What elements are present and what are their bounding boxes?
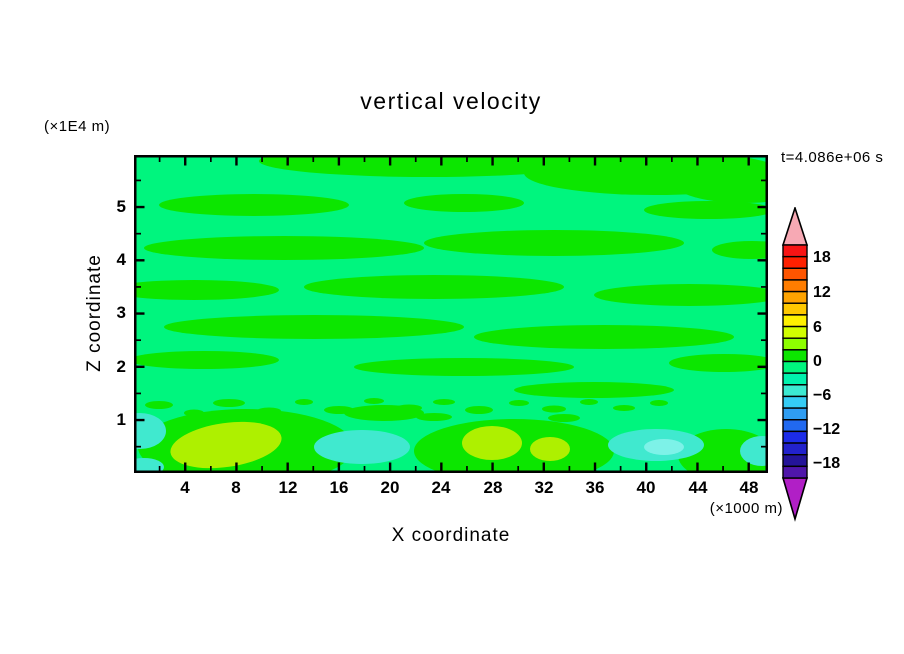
colorbar-tick-label: 12 [813, 284, 831, 301]
time-annotation: t=4.086e+06 s [781, 149, 884, 166]
colorbar-segment [782, 314, 808, 328]
colorbar-segment [782, 430, 808, 444]
x-tick-label: 8 [231, 478, 241, 497]
x-tick-label: 20 [380, 478, 400, 497]
colorbar-segment [782, 395, 808, 409]
x-tick-label: 48 [739, 478, 759, 497]
y-tick-label: 3 [116, 303, 126, 322]
colorbar-segment [782, 302, 808, 316]
x-tick-label: 44 [688, 478, 708, 497]
colorbar-segment [782, 407, 808, 421]
colorbar-segment [782, 372, 808, 386]
x-tick-label: 40 [636, 478, 656, 497]
x-tick-label: 36 [585, 478, 605, 497]
colorbar-segment [782, 360, 808, 374]
x-axis-label: X coordinate [391, 525, 511, 546]
colorbar-segment [782, 337, 808, 351]
colorbar-segment [782, 279, 808, 293]
colorbar-segment [782, 453, 808, 468]
colorbar-segment [782, 465, 808, 479]
plot-frame [134, 155, 768, 473]
y-tick-label: 4 [116, 250, 126, 269]
colorbar-segment [782, 349, 808, 363]
colorbar-segment [782, 244, 808, 258]
y-axis-unit-label: (×1E4 m) [44, 118, 111, 135]
contour-blobs-maxima [170, 421, 570, 469]
colorbar-segment [782, 290, 808, 304]
x-tick-label: 16 [329, 478, 349, 497]
speckle-band [145, 398, 668, 427]
colorbar-tick-label: 6 [813, 319, 822, 336]
x-tick-label: 4 [180, 478, 190, 497]
x-tick-label: 32 [534, 478, 554, 497]
x-tick-label: 12 [278, 478, 298, 497]
x-axis-unit-label: (×1000 m) [709, 500, 783, 517]
colorbar-tick-label: −12 [813, 421, 841, 438]
colorbar-segment [782, 267, 808, 281]
y-tick-label: 1 [116, 410, 126, 429]
x-tick-label: 24 [431, 478, 451, 497]
colorbar [781, 207, 809, 522]
plot-title: vertical velocity [360, 88, 542, 114]
y-tick-label: 2 [116, 357, 126, 376]
x-tick-label: 28 [483, 478, 503, 497]
colorbar-tick-label: −6 [813, 387, 832, 404]
colorbar-tick-label: −18 [813, 455, 841, 472]
colorbar-under-arrow [781, 477, 809, 522]
colorbar-tick-label: 0 [813, 353, 822, 370]
colorbar-tick-label: 18 [813, 249, 831, 266]
contour-plot [134, 155, 768, 473]
colorbar-segment [782, 325, 808, 339]
y-tick-label: 5 [116, 197, 126, 216]
contour-field [134, 155, 768, 473]
colorbar-segment [782, 384, 808, 398]
colorbar-segment [782, 419, 808, 433]
colorbar-over-arrow [781, 207, 809, 246]
contour-patch-negative-core [644, 439, 684, 455]
colorbar-segment [782, 442, 808, 456]
colorbar-segment [782, 255, 808, 270]
